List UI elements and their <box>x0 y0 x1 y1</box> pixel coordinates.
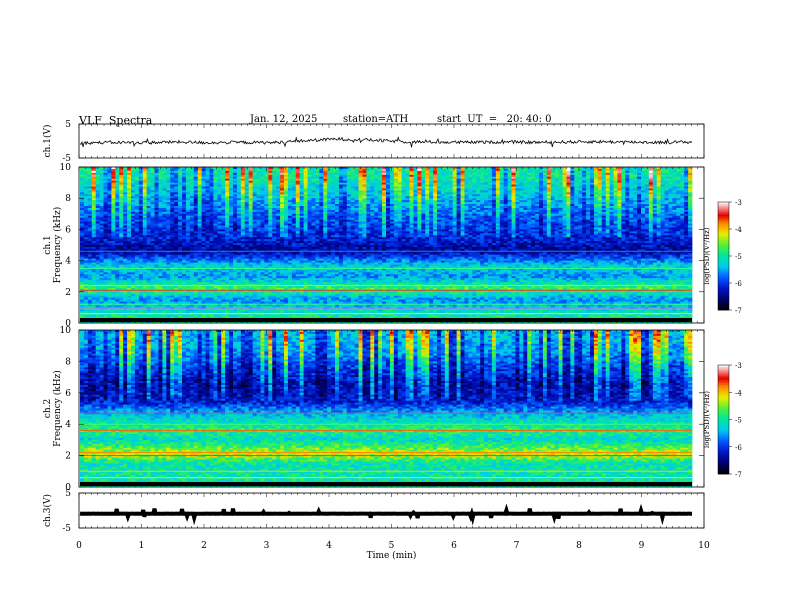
vlf-spectra-figure: 5-5ch.1(V)0246810ch.1 Frequency (kHz)0246… <box>0 0 792 612</box>
